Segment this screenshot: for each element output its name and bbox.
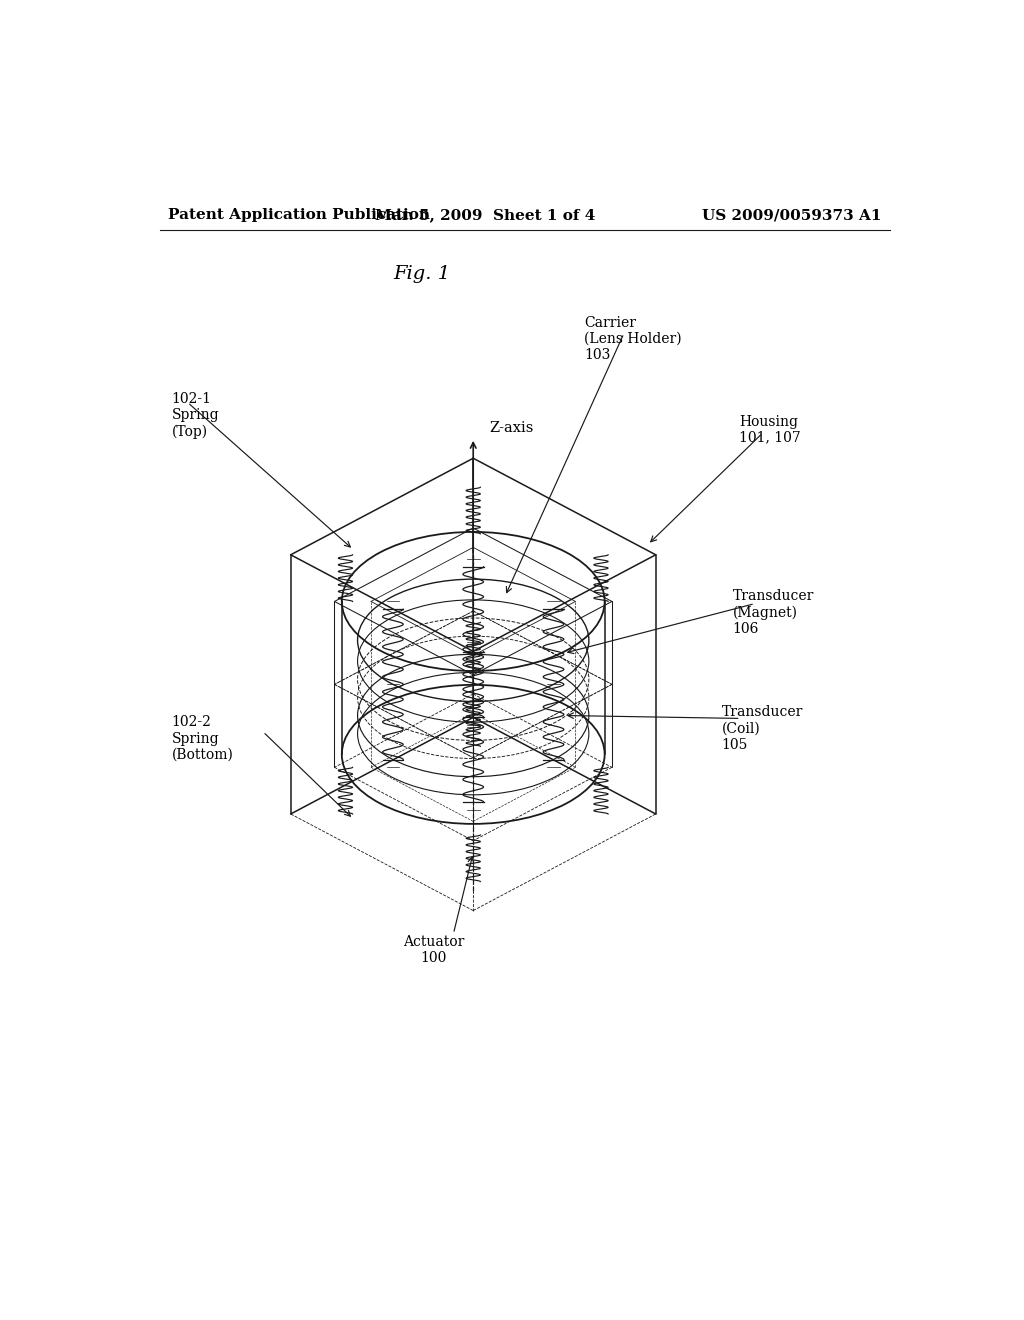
Text: Actuator
100: Actuator 100 xyxy=(402,935,464,965)
Text: Fig. 1: Fig. 1 xyxy=(393,265,451,284)
Text: Z-axis: Z-axis xyxy=(489,421,534,434)
Text: US 2009/0059373 A1: US 2009/0059373 A1 xyxy=(702,209,882,222)
Text: Housing
101, 107: Housing 101, 107 xyxy=(739,414,801,445)
Text: Patent Application Publication: Patent Application Publication xyxy=(168,209,430,222)
Text: 102-2
Spring
(Bottom): 102-2 Spring (Bottom) xyxy=(172,715,233,762)
Text: Transducer
(Coil)
105: Transducer (Coil) 105 xyxy=(722,705,803,751)
Text: Mar. 5, 2009  Sheet 1 of 4: Mar. 5, 2009 Sheet 1 of 4 xyxy=(375,209,595,222)
Text: 102-1
Spring
(Top): 102-1 Spring (Top) xyxy=(172,392,219,440)
Text: Transducer
(Magnet)
106: Transducer (Magnet) 106 xyxy=(733,589,814,636)
Text: Carrier
(Lens Holder)
103: Carrier (Lens Holder) 103 xyxy=(585,315,682,363)
